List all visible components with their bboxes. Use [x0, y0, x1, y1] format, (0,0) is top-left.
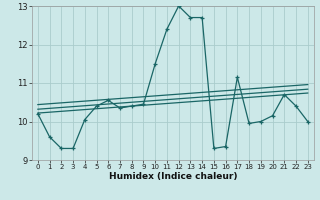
X-axis label: Humidex (Indice chaleur): Humidex (Indice chaleur) [108, 172, 237, 181]
